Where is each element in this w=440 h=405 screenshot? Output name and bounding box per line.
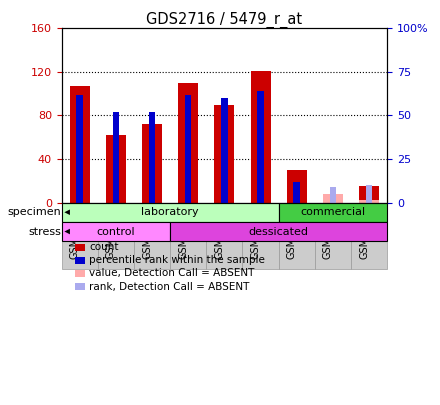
Text: stress: stress — [29, 226, 62, 237]
Bar — [251, 71, 271, 202]
Bar — [330, 187, 336, 202]
Bar — [359, 186, 379, 202]
Bar — [70, 86, 90, 202]
Bar — [323, 194, 343, 202]
Bar — [142, 124, 162, 202]
Bar — [178, 83, 198, 202]
Bar — [75, 244, 85, 251]
Bar — [106, 135, 126, 202]
Text: percentile rank within the sample: percentile rank within the sample — [89, 255, 265, 265]
Text: specimen: specimen — [8, 207, 62, 217]
Text: rank, Detection Call = ABSENT: rank, Detection Call = ABSENT — [89, 281, 249, 292]
Bar — [62, 202, 279, 222]
Bar — [293, 182, 300, 202]
Bar — [77, 95, 83, 202]
Bar — [221, 98, 227, 202]
Bar — [214, 104, 235, 202]
Text: value, Detection Call = ABSENT: value, Detection Call = ABSENT — [89, 269, 255, 279]
Text: control: control — [96, 226, 135, 237]
Bar — [185, 95, 191, 202]
Bar — [366, 185, 372, 202]
Text: commercial: commercial — [301, 207, 366, 217]
Bar — [113, 112, 119, 202]
Bar — [75, 257, 85, 264]
Bar — [75, 283, 85, 290]
Text: count: count — [89, 242, 119, 252]
Bar — [366, 185, 372, 202]
Bar — [149, 112, 155, 202]
Bar — [257, 91, 264, 202]
Bar — [359, 200, 379, 202]
Bar — [170, 222, 387, 241]
Text: dessicated: dessicated — [249, 226, 309, 237]
Title: GDS2716 / 5479_r_at: GDS2716 / 5479_r_at — [147, 12, 302, 28]
Bar — [287, 170, 307, 202]
Bar — [279, 202, 387, 222]
Text: laboratory: laboratory — [141, 207, 199, 217]
Bar — [75, 270, 85, 277]
Bar — [62, 222, 170, 241]
